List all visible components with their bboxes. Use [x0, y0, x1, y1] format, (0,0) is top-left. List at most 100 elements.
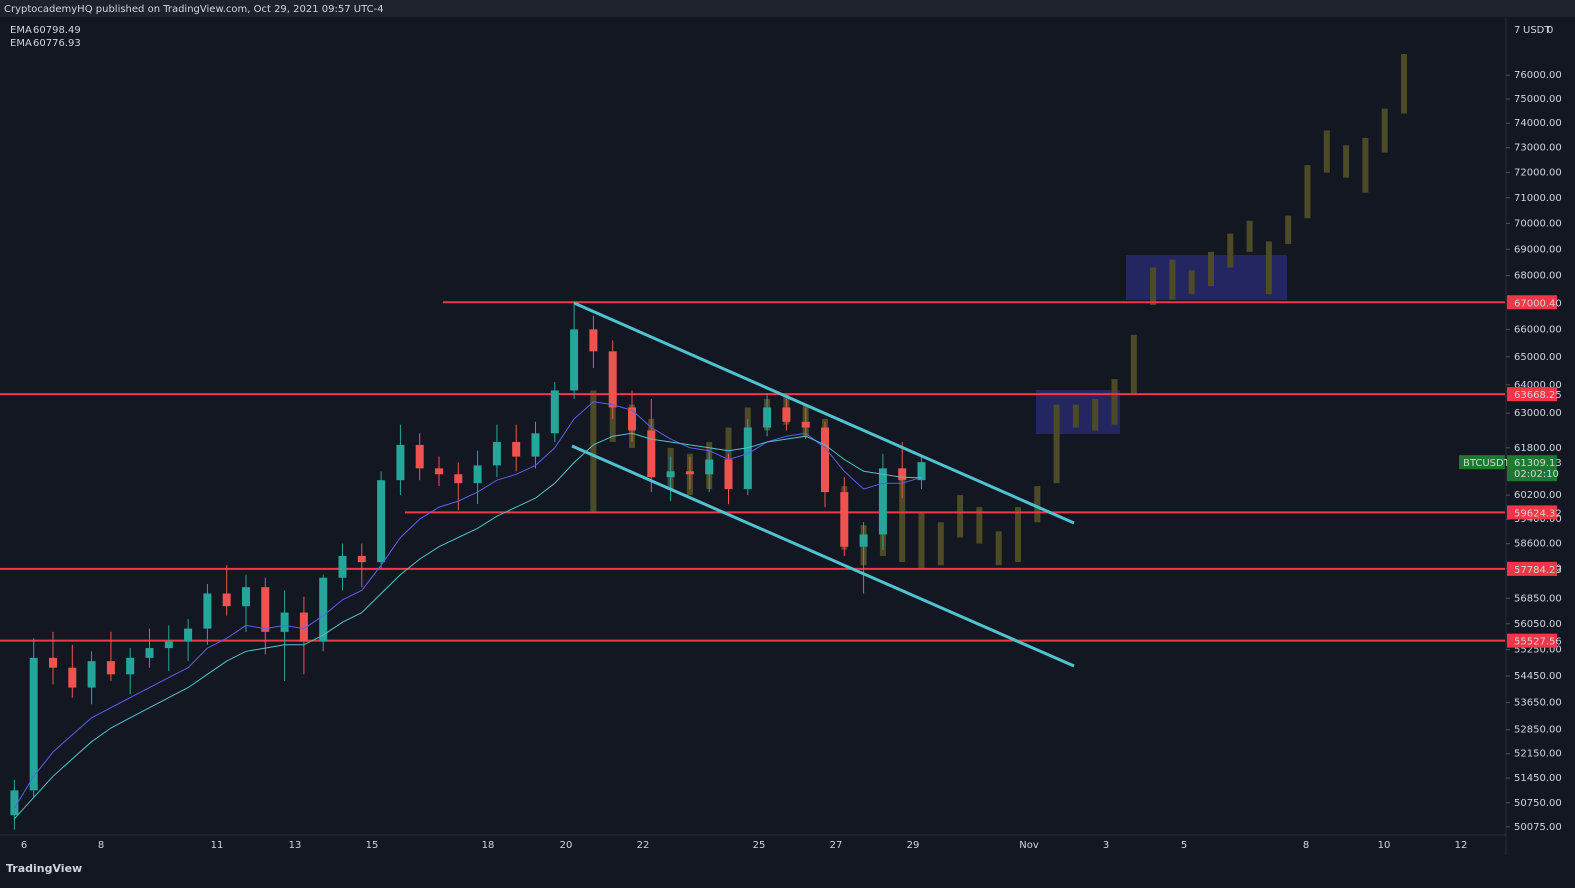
x-tick-label: 15 — [366, 840, 379, 851]
y-tick-label: 70000.00 — [1514, 218, 1562, 229]
candle-body — [126, 657, 135, 675]
candle-body — [106, 661, 115, 675]
y-tick-label: 76000.00 — [1514, 70, 1562, 81]
level-label-box — [1507, 387, 1557, 402]
x-tick-label: 13 — [289, 840, 302, 851]
x-tick-label: 27 — [830, 840, 843, 851]
y-tick-label: 59400.00 — [1514, 514, 1562, 525]
candle-body — [10, 790, 19, 816]
candle-body — [840, 492, 849, 547]
y-tick-label: 50750.00 — [1514, 798, 1562, 809]
candle-body — [550, 390, 559, 434]
y-tick-label: 74000.00 — [1514, 118, 1562, 129]
y-tick-label: 66000.00 — [1514, 324, 1562, 335]
level-label: 59624.32 — [1514, 508, 1562, 519]
y-tick-label: 52850.00 — [1514, 725, 1562, 736]
candle-body — [222, 593, 231, 607]
price-label: 61309.13 — [1514, 458, 1562, 469]
candle-body — [763, 407, 772, 428]
candle-body — [859, 534, 868, 547]
candle-body — [242, 587, 250, 607]
y-tick-label: 51450.00 — [1514, 773, 1562, 784]
symbol-label: BTCUSDT — [1463, 458, 1511, 469]
y-tick-label: 61800.00 — [1514, 443, 1562, 454]
level-label: 55527.56 — [1514, 637, 1562, 648]
candle-body — [589, 329, 598, 352]
candle-body — [917, 462, 926, 481]
candle-body — [29, 657, 38, 791]
candle-body — [685, 471, 694, 475]
channel-lower — [571, 444, 1075, 668]
candle-body — [184, 628, 193, 642]
candle-body — [49, 657, 57, 668]
x-tick-label: 8 — [98, 840, 104, 851]
x-tick-label: 12 — [1455, 840, 1468, 851]
y-tick-label: 75000.00 — [1514, 94, 1562, 105]
top-right-a: 7 — [1514, 25, 1520, 36]
x-tick-label: 25 — [753, 840, 766, 851]
candle-body — [164, 641, 173, 649]
y-tick-label: 71000.00 — [1514, 193, 1562, 204]
candle-body — [666, 471, 675, 478]
candle-body — [435, 468, 443, 475]
x-tick-label: 22 — [637, 840, 650, 851]
y-tick-label: 68000.00 — [1514, 271, 1562, 282]
y-tick-label: 53650.00 — [1514, 698, 1562, 709]
x-tick-label: 3 — [1103, 840, 1109, 851]
x-tick-label: 10 — [1378, 840, 1391, 851]
y-tick-label: 50075.00 — [1514, 822, 1562, 833]
legend-name: EMA — [10, 38, 32, 49]
footer-logo: TradingView — [6, 862, 82, 875]
candle-body — [570, 329, 579, 391]
candle-body — [801, 421, 810, 428]
y-tick-label: 52150.00 — [1514, 749, 1562, 760]
level-label-box — [1507, 633, 1557, 648]
candle-body — [357, 555, 366, 563]
candle-body — [203, 593, 212, 629]
level-label-box — [1507, 295, 1557, 310]
header-title: CryptocademyHQ published on TradingView.… — [4, 4, 384, 15]
candle-body — [743, 427, 752, 490]
y-tick-label: 69000.00 — [1514, 244, 1562, 255]
footer-bar — [0, 855, 1575, 888]
y-tick-label: 54450.00 — [1514, 671, 1562, 682]
level-label: 67000.40 — [1514, 298, 1562, 309]
candle-body — [280, 612, 289, 632]
top-right-c: 0 — [1547, 25, 1553, 36]
y-tick-label: 63000.00 — [1514, 408, 1562, 419]
y-tick-label: 55250.00 — [1514, 645, 1562, 656]
candle-body — [878, 468, 887, 535]
y-tick-label: 58600.00 — [1514, 539, 1562, 550]
candle-body — [338, 555, 347, 578]
candle-body — [454, 474, 463, 484]
y-tick-label: 64000.00 — [1514, 380, 1562, 391]
candle-body — [512, 442, 521, 457]
candle-body — [299, 612, 308, 642]
legend-value: 60798.49 — [33, 25, 81, 36]
candle-body — [377, 480, 386, 563]
countdown-label: 02:02:10 — [1514, 469, 1559, 480]
candle-body — [821, 427, 829, 493]
candle-body — [319, 577, 328, 642]
y-tick-label: 60200.00 — [1514, 490, 1562, 501]
x-tick-label: Nov — [1019, 840, 1039, 851]
candle-body — [531, 433, 540, 457]
x-tick-label: 8 — [1303, 840, 1309, 851]
header-bar — [0, 0, 1575, 17]
channel-upper — [573, 301, 1075, 525]
candle-body — [261, 587, 270, 632]
candle-body — [68, 667, 77, 688]
ema-line — [14, 432, 922, 820]
candle-body — [898, 468, 907, 481]
candle-body — [724, 459, 733, 490]
y-tick-label: 73000.00 — [1514, 143, 1562, 154]
candle-body — [396, 444, 405, 481]
y-tick-label: 65000.00 — [1514, 352, 1562, 363]
candle-body — [492, 442, 501, 466]
symbol-box — [1459, 455, 1505, 470]
x-tick-label: 20 — [560, 840, 573, 851]
level-label: 57784.23 — [1514, 565, 1562, 576]
candle-body — [473, 465, 482, 484]
legend-value: 60776.93 — [33, 38, 81, 49]
